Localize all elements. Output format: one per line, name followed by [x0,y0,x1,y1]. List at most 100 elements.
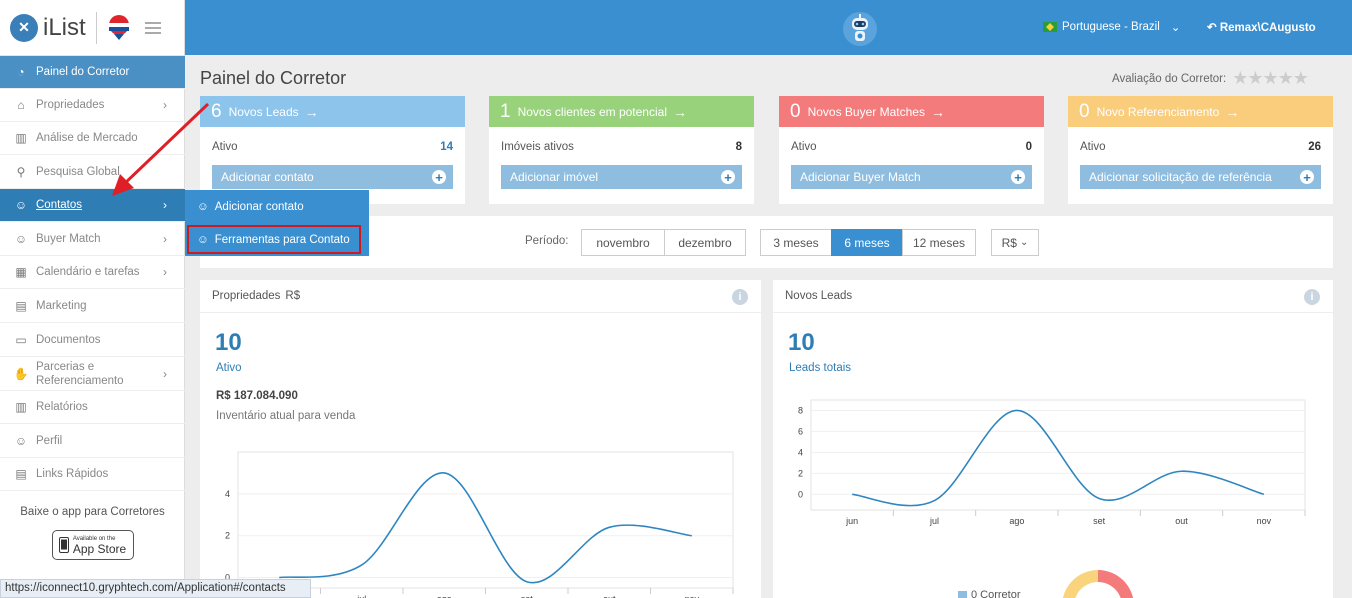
chevron-right-icon: › [163,231,167,246]
sidebar-item-marketing[interactable]: ▤ Marketing [0,289,185,323]
sidebar-item-label: Parcerias e Referenciamento [36,360,124,387]
button-label: Adicionar contato [221,170,314,184]
chevron-right-icon: › [163,366,167,381]
currency-dropdown[interactable]: R$ ⌄ [991,229,1039,256]
chart-x-tick-label: jul [929,516,939,526]
app-promo-text: Baixe o app para Corretores [20,506,165,518]
info-icon[interactable]: i [1304,289,1320,305]
logo-area: ✕ iList [0,0,184,56]
robot-assistant-icon[interactable] [843,10,877,48]
ilist-logo-icon[interactable]: ✕ [10,13,38,42]
remax-balloon-icon [107,14,131,42]
sidebar-item-label: Buyer Match [36,232,101,245]
search-icon: ⚲ [16,164,26,179]
language-label: Portuguese - Brazil [1062,21,1160,33]
chart-x-tick-label: nov [1257,516,1272,526]
plus-circle-icon: + [721,170,735,184]
sidebar-item-label: Análise de Mercado [36,132,138,144]
chart-y-tick-label: 8 [798,405,803,415]
chevron-right-icon: › [163,265,167,279]
plus-circle-icon: + [1300,170,1314,184]
panel-header: Novos Leads [773,280,1333,313]
submenu-contact-tools[interactable]: ☺ Ferramentas para Contato [185,223,363,256]
leads-line-chart: 0 2 4 6 8 jun jul ago set out nov [798,399,1306,526]
sidebar-item-propriedades[interactable]: ⌂ Propriedades › [0,89,185,122]
app-store-big-text: App Store [72,541,127,556]
card-row-label: Ativo [1080,141,1106,153]
sidebar-item-buyer-match[interactable]: ☺ Buyer Match › [0,222,185,256]
submenu-add-contact[interactable]: ☺ Adicionar contato [185,190,369,223]
card-header[interactable]: 1 Novos clientes em potencial → [489,96,754,127]
newspaper-icon: ▤ [15,298,27,313]
card-row: Ativo 0 [779,127,1044,153]
sidebar-item-contatos[interactable]: ☺ Contatos › [0,189,185,222]
user-name: Remax\CAugusto [1219,22,1316,34]
legend-swatch [958,590,967,598]
sidebar-item-painel[interactable]: ◔ Painel do Corretor [0,56,185,89]
logout-arrow-icon: ↶ [1207,22,1217,34]
sidebar-item-relatorios[interactable]: ▥ Relatórios [0,391,185,424]
language-selector[interactable]: Portuguese - Brazil ⌄ [1043,20,1180,34]
sidebar-item-calendario[interactable]: ▦ Calendário e tarefas › [0,256,185,289]
folder-icon: ▭ [15,332,27,347]
bar-chart-icon: ▥ [15,400,27,414]
app-store-small-text: Available on the [72,535,116,542]
calendar-icon: ▦ [15,265,27,279]
chart-series-line [279,472,692,584]
card-row-value: 0 [1025,141,1032,153]
panel-currency: R$ [285,290,301,302]
contacts-submenu: ☺ Adicionar contato ☺ Ferramentas para C… [185,190,369,256]
add-referral-button[interactable]: Adicionar solicitação de referência + [1080,165,1321,189]
card-header[interactable]: 0 Novos Buyer Matches → [779,96,1044,127]
card-row-value[interactable]: 14 [440,141,453,153]
range-12-months-button[interactable]: 12 meses [902,229,976,256]
leads-count: 10 [788,329,815,356]
chart-x-tick-label: out [1175,516,1188,526]
annotation-arrow [112,102,210,196]
rating-label: Avaliação do Corretor: [1112,72,1227,85]
card-header[interactable]: 6 Novos Leads → [200,96,465,127]
logo-text: iList [43,13,86,41]
contacts-icon: ☺ [197,233,209,246]
add-buyer-match-button[interactable]: Adicionar Buyer Match + [791,165,1032,189]
sidebar-item-pesquisa[interactable]: ⚲ Pesquisa Global [0,155,185,189]
chart-y-tick-label: 0 [225,573,230,583]
info-icon[interactable]: i [732,289,748,305]
card-count: 0 [790,100,801,122]
chart-y-tick-label: 4 [225,489,230,499]
leads-total-link[interactable]: Leads totais [789,362,852,374]
home-icon: ⌂ [17,98,25,112]
card-header[interactable]: 0 Novo Referenciamento → [1068,96,1333,127]
active-link[interactable]: Ativo [216,362,242,374]
rating-stars-icon: ★★★★★ [1232,68,1309,88]
add-contact-button[interactable]: Adicionar contato + [212,165,453,189]
app-store-button[interactable]: Available on the App Store [51,530,134,560]
phone-icon [58,537,69,553]
card-referenciamento: 0 Novo Referenciamento → Ativo 26 Adicio… [1068,96,1333,204]
app-promo: Baixe o app para Corretores Available on… [0,506,185,560]
month-december-button[interactable]: dezembro [664,229,746,256]
chart-x-tick-label: ago [1009,516,1024,526]
user-menu[interactable]: ↶ Remax\CAugusto [1207,20,1316,34]
contacts-icon: ☺ [14,198,28,212]
range-3-months-button[interactable]: 3 meses [760,229,832,256]
user-icon: ☺ [14,231,28,246]
sidebar-item-label: Perfil [36,434,63,447]
month-november-button[interactable]: novembro [581,229,665,256]
sidebar-item-parcerias[interactable]: ✋ Parcerias e Referenciamento › [0,357,185,391]
sidebar-item-links[interactable]: ▤ Links Rápidos [0,458,185,491]
leads-donut-chart [1062,570,1134,598]
chart-series-line [852,409,1265,507]
sidebar-item-analise[interactable]: ▥ Análise de Mercado [0,122,185,155]
chart-x-tick-label: ago [437,594,452,598]
panel-title: Novos Leads [785,290,853,302]
sidebar-item-documentos[interactable]: ▭ Documentos [0,323,185,357]
plus-circle-icon: + [1011,170,1025,184]
card-title: Novos clientes em potencial [517,104,667,119]
add-property-button[interactable]: Adicionar imóvel + [501,165,742,189]
chart-x-tick-label: out [603,594,616,598]
arrow-right-icon: → [673,103,687,120]
range-6-months-button[interactable]: 6 meses [831,229,903,256]
menu-toggle-icon[interactable] [144,21,161,34]
sidebar-item-perfil[interactable]: ☺ Perfil [0,424,185,458]
